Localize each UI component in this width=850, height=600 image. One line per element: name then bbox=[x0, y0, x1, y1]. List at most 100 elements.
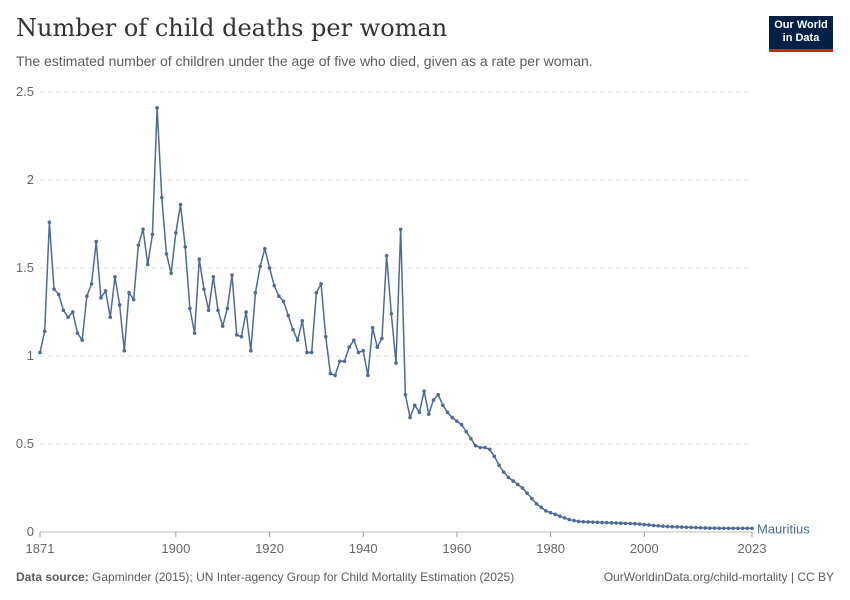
data-point[interactable] bbox=[150, 232, 155, 237]
data-point[interactable] bbox=[501, 470, 506, 474]
data-point[interactable] bbox=[412, 403, 417, 408]
data-point[interactable] bbox=[267, 266, 272, 270]
data-point[interactable] bbox=[366, 373, 370, 378]
data-point[interactable] bbox=[281, 299, 286, 304]
data-point[interactable] bbox=[675, 525, 679, 529]
data-point[interactable] bbox=[258, 264, 262, 269]
data-point[interactable] bbox=[323, 334, 328, 339]
data-point[interactable] bbox=[623, 521, 628, 526]
data-point[interactable] bbox=[398, 227, 403, 232]
data-point[interactable] bbox=[85, 294, 89, 298]
data-point[interactable] bbox=[459, 422, 464, 427]
data-point[interactable] bbox=[211, 275, 216, 279]
data-point[interactable] bbox=[511, 479, 515, 483]
data-point[interactable] bbox=[534, 502, 539, 506]
data-point[interactable] bbox=[225, 306, 230, 311]
data-point[interactable] bbox=[328, 371, 333, 376]
data-point[interactable] bbox=[42, 329, 47, 334]
data-point[interactable] bbox=[319, 282, 323, 286]
data-point[interactable] bbox=[637, 522, 642, 526]
data-point[interactable] bbox=[113, 275, 117, 279]
data-point[interactable] bbox=[567, 517, 572, 522]
data-point[interactable] bbox=[145, 262, 150, 267]
data-point[interactable] bbox=[576, 519, 581, 524]
data-point[interactable] bbox=[197, 257, 202, 262]
data-point[interactable] bbox=[445, 410, 450, 415]
data-point[interactable] bbox=[94, 239, 99, 244]
data-point[interactable] bbox=[356, 350, 361, 355]
data-point[interactable] bbox=[75, 331, 80, 335]
data-point[interactable] bbox=[609, 521, 614, 525]
data-point[interactable] bbox=[169, 271, 173, 276]
data-point[interactable] bbox=[712, 526, 717, 530]
data-point[interactable] bbox=[202, 287, 206, 291]
data-point[interactable] bbox=[703, 526, 707, 530]
data-point[interactable] bbox=[469, 436, 473, 441]
data-point[interactable] bbox=[141, 227, 145, 232]
data-point[interactable] bbox=[586, 520, 590, 524]
data-point[interactable] bbox=[525, 491, 529, 496]
data-point[interactable] bbox=[562, 516, 567, 520]
data-point[interactable] bbox=[530, 496, 534, 501]
data-point[interactable] bbox=[300, 319, 305, 323]
data-point[interactable] bbox=[384, 253, 389, 258]
data-point[interactable] bbox=[47, 220, 52, 225]
data-point[interactable] bbox=[515, 482, 520, 487]
data-point[interactable] bbox=[651, 523, 656, 528]
data-point[interactable] bbox=[693, 525, 698, 530]
data-point[interactable] bbox=[408, 415, 412, 420]
data-point[interactable] bbox=[590, 520, 595, 524]
data-point[interactable] bbox=[337, 359, 342, 364]
data-point[interactable] bbox=[286, 313, 291, 318]
data-point[interactable] bbox=[684, 525, 689, 530]
data-point[interactable] bbox=[244, 310, 248, 314]
data-point[interactable] bbox=[464, 429, 469, 434]
data-point[interactable] bbox=[352, 338, 356, 342]
data-point[interactable] bbox=[108, 315, 113, 320]
data-point[interactable] bbox=[305, 350, 309, 355]
data-point[interactable] bbox=[234, 333, 239, 337]
data-point[interactable] bbox=[544, 509, 548, 513]
data-point[interactable] bbox=[731, 526, 736, 531]
data-point[interactable] bbox=[272, 283, 277, 288]
data-point[interactable] bbox=[595, 520, 600, 525]
data-point[interactable] bbox=[497, 463, 501, 467]
data-point[interactable] bbox=[342, 359, 347, 364]
data-point[interactable] bbox=[380, 336, 384, 341]
data-point[interactable] bbox=[572, 518, 576, 523]
data-point[interactable] bbox=[717, 526, 722, 531]
data-point[interactable] bbox=[192, 331, 197, 335]
data-point[interactable] bbox=[56, 292, 61, 297]
series-line-mauritius[interactable] bbox=[39, 107, 752, 530]
data-point[interactable] bbox=[333, 373, 337, 378]
data-point[interactable] bbox=[174, 231, 178, 235]
data-point[interactable] bbox=[291, 327, 295, 332]
data-point[interactable] bbox=[431, 398, 436, 402]
data-point[interactable] bbox=[99, 296, 103, 300]
data-point[interactable] bbox=[633, 521, 637, 526]
data-point[interactable] bbox=[708, 526, 712, 530]
data-point[interactable] bbox=[38, 350, 42, 355]
data-point[interactable] bbox=[127, 290, 131, 295]
data-point[interactable] bbox=[103, 289, 108, 293]
data-point[interactable] bbox=[347, 345, 351, 350]
data-point[interactable] bbox=[70, 310, 75, 314]
data-point[interactable] bbox=[661, 524, 665, 528]
data-point[interactable] bbox=[726, 526, 731, 531]
data-point[interactable] bbox=[403, 392, 408, 397]
data-point[interactable] bbox=[422, 389, 426, 394]
data-point[interactable] bbox=[188, 306, 192, 311]
data-point[interactable] bbox=[230, 273, 234, 277]
data-point[interactable] bbox=[117, 303, 122, 307]
data-point[interactable] bbox=[520, 486, 525, 490]
data-point[interactable] bbox=[436, 392, 440, 397]
data-point[interactable] bbox=[558, 514, 562, 518]
data-point[interactable] bbox=[155, 106, 159, 110]
data-point[interactable] bbox=[581, 519, 586, 524]
data-point[interactable] bbox=[417, 410, 422, 415]
data-point[interactable] bbox=[122, 348, 127, 353]
data-point[interactable] bbox=[506, 475, 511, 480]
data-point[interactable] bbox=[492, 454, 497, 459]
data-point[interactable] bbox=[159, 195, 164, 200]
